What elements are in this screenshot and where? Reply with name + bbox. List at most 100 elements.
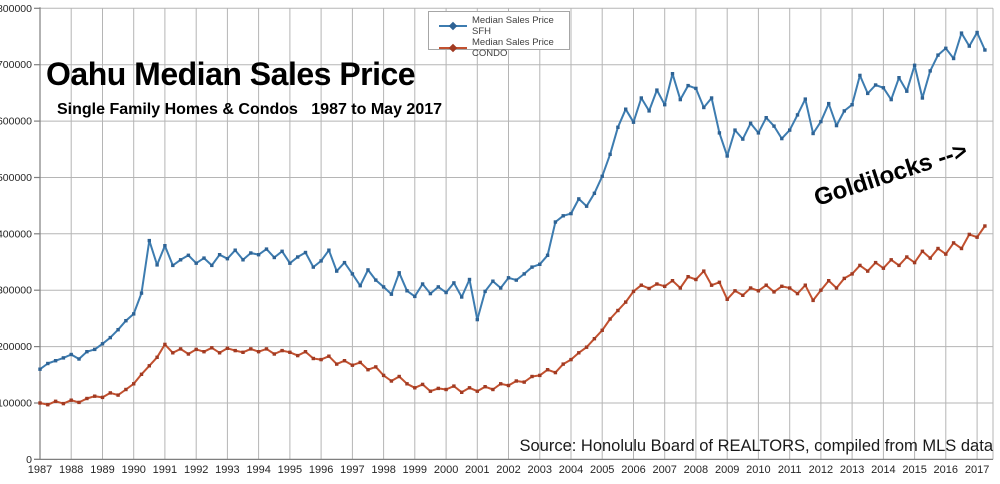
y-tick-label-200000: 200000 — [0, 341, 32, 353]
legend-label-condo: Median Sales Price CONDO — [472, 37, 554, 59]
condo-marker — [686, 275, 690, 279]
condo-marker — [772, 290, 776, 294]
condo-marker — [912, 260, 917, 265]
condo-marker — [530, 374, 534, 379]
condo-marker — [655, 282, 659, 286]
sfh-marker — [663, 103, 667, 107]
condo-marker — [881, 266, 886, 270]
x-tick-label-2005: 2005 — [590, 464, 614, 476]
condo-marker — [639, 283, 643, 287]
condo-marker — [506, 383, 511, 388]
condo-marker — [491, 387, 495, 392]
condo-marker — [928, 256, 932, 260]
condo-marker — [983, 224, 987, 228]
x-tick-label-2014: 2014 — [871, 464, 895, 476]
sfh-marker — [93, 347, 97, 352]
sfh-marker — [936, 53, 940, 57]
condo-marker — [967, 232, 971, 237]
condo-marker — [61, 401, 66, 406]
condo-marker — [756, 289, 761, 293]
sfh-marker — [249, 251, 253, 255]
x-tick-label-2009: 2009 — [715, 464, 739, 476]
sfh-marker — [608, 152, 612, 156]
legend-item-sfh: Median Sales Price SFH — [438, 15, 567, 37]
condo-marker — [288, 350, 292, 354]
y-tick-label-100000: 100000 — [0, 398, 32, 410]
condo-marker — [467, 386, 472, 390]
condo-marker — [249, 347, 253, 351]
sfh-marker — [530, 265, 534, 269]
condo-marker — [905, 255, 909, 259]
condo-marker — [663, 284, 667, 288]
condo-marker — [163, 342, 167, 347]
condo-marker — [811, 298, 815, 303]
sfh-marker — [795, 113, 800, 117]
condo-marker — [93, 394, 97, 398]
x-tick-label-1992: 1992 — [184, 464, 208, 476]
condo-marker — [858, 263, 862, 268]
sfh-marker — [116, 328, 120, 332]
sfh-marker — [506, 276, 511, 280]
condo-marker — [561, 362, 565, 366]
condo-marker — [217, 351, 222, 355]
condo-marker — [951, 241, 956, 245]
x-tick-label-1987: 1987 — [28, 464, 52, 476]
sfh-marker — [545, 253, 550, 257]
x-tick-label-1997: 1997 — [340, 464, 364, 476]
sfh-marker — [741, 137, 745, 141]
source-note: Source: Honolulu Board of REALTORS, comp… — [519, 437, 993, 455]
sfh-marker — [139, 291, 144, 295]
sfh-marker — [975, 30, 979, 35]
condo-marker — [975, 235, 979, 239]
sfh-marker — [702, 105, 706, 110]
condo-marker — [647, 286, 651, 291]
sfh-marker — [61, 356, 66, 360]
sfh-marker — [780, 136, 784, 141]
sfh-marker — [381, 285, 386, 289]
sfh-marker — [733, 128, 737, 132]
sfh-marker — [163, 244, 167, 248]
x-tick-label-2015: 2015 — [902, 464, 926, 476]
x-tick-label-2004: 2004 — [559, 464, 583, 476]
y-tick-label-0: 0 — [26, 454, 32, 466]
condo-marker — [889, 258, 893, 262]
sfh-marker — [436, 285, 440, 289]
y-tick-labels: 0 100000 200000 300000 400000 500000 600000 700… — [0, 3, 32, 466]
condo-marker — [264, 347, 269, 351]
condo-marker — [499, 382, 503, 386]
x-tick-label-2017: 2017 — [965, 464, 989, 476]
x-tick-label-2001: 2001 — [465, 464, 489, 476]
sfh-marker — [335, 269, 339, 273]
condo-marker — [795, 291, 800, 296]
sfh-marker — [866, 91, 870, 96]
condo-marker — [147, 364, 151, 368]
x-tick-label-2002: 2002 — [496, 464, 520, 476]
condo-marker — [702, 269, 706, 273]
x-tick-label-2013: 2013 — [840, 464, 864, 476]
condo-marker — [350, 363, 355, 367]
sfh-marker — [264, 247, 269, 251]
condo-marker — [741, 293, 745, 297]
sfh-marker — [108, 335, 112, 340]
condo-marker — [553, 370, 558, 375]
x-tick-label-1989: 1989 — [90, 464, 114, 476]
sfh-marker — [366, 268, 370, 272]
condo-marker — [694, 277, 698, 282]
chart-subtitle: Single Family Homes & Condos 1987 to May… — [57, 101, 443, 118]
x-tick-label-1998: 1998 — [371, 464, 395, 476]
condo-marker — [335, 362, 339, 366]
condo-marker — [69, 398, 73, 402]
sfh-marker — [397, 271, 401, 275]
condo-marker — [311, 356, 315, 361]
legend-label-sfh: Median Sales Price SFH — [472, 15, 554, 37]
sfh-marker — [522, 272, 526, 276]
x-tick-label-2006: 2006 — [621, 464, 645, 476]
sfh-marker — [678, 97, 682, 102]
sfh-marker — [210, 263, 214, 268]
sfh-marker — [951, 56, 956, 61]
sfh-marker — [647, 109, 651, 113]
condo-marker — [303, 350, 308, 354]
sfh-marker — [592, 191, 597, 195]
sfh-marker — [272, 255, 276, 260]
